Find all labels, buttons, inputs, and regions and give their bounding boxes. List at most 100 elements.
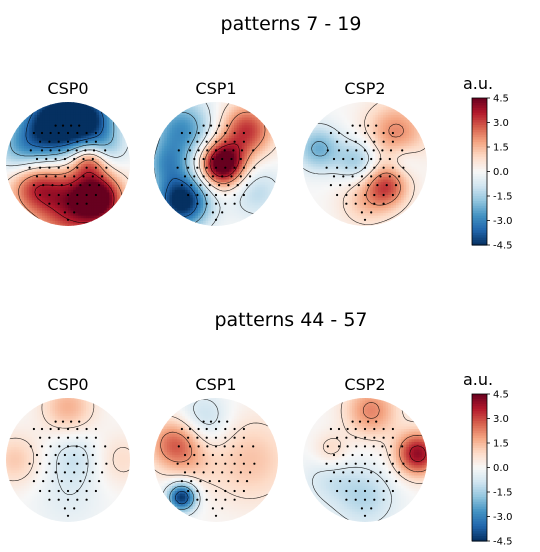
electrode-marker (85, 462, 88, 465)
colorbar-segment (472, 413, 487, 417)
electrode-marker (224, 202, 227, 205)
electrode-marker (211, 471, 214, 474)
electrode-marker (94, 193, 97, 197)
electrode-marker (214, 140, 218, 143)
topomap-2-csp1: CSP1 (154, 375, 278, 522)
colorbar-segment (472, 200, 487, 204)
electrode-marker (385, 184, 388, 187)
electrode-marker (42, 184, 45, 187)
electrode-marker (252, 149, 255, 152)
electrode-marker (205, 427, 208, 431)
electrode-marker (76, 202, 79, 205)
electrode-marker (32, 427, 36, 431)
electrode-marker (82, 453, 85, 457)
electrode-marker (351, 420, 354, 423)
electrode-marker (39, 462, 42, 465)
electrode-marker (373, 436, 376, 439)
electrode-marker (242, 140, 245, 143)
electrode-marker (367, 480, 370, 483)
electrode-marker (180, 480, 183, 483)
electrode-marker (73, 175, 76, 178)
electrode-marker (214, 193, 218, 197)
colorbar-segment (472, 183, 487, 187)
electrode-marker (376, 184, 379, 187)
electrode-marker (391, 489, 394, 493)
colorbar-segment (472, 137, 487, 141)
electrode-marker (224, 489, 227, 493)
electrode-marker (97, 184, 101, 187)
electrode-marker (66, 166, 70, 169)
electrode-marker (57, 427, 60, 431)
colorbar-segment (472, 528, 487, 532)
electrode-marker (32, 480, 36, 483)
electrode-marker (239, 175, 242, 178)
electrode-marker (355, 149, 358, 152)
colorbar-segment (472, 115, 487, 119)
electrode-marker (66, 218, 70, 221)
electrode-marker (49, 427, 52, 431)
electrode-marker (363, 193, 367, 197)
electrode-marker (373, 498, 376, 501)
electrode-marker (382, 436, 385, 439)
electrode-marker (224, 498, 227, 501)
electrode-marker (242, 462, 245, 465)
colorbar-segment (472, 149, 487, 153)
colorbar-segment (472, 105, 487, 109)
electrode-marker (214, 202, 218, 205)
electrode-marker (190, 184, 193, 187)
colorbar-segment (472, 445, 487, 449)
electrode-marker (214, 131, 218, 135)
colorbar-segment (472, 428, 487, 432)
electrode-marker (66, 436, 70, 439)
electrode-marker (401, 149, 404, 152)
electrode-marker (48, 462, 51, 465)
electrode-marker (193, 471, 196, 474)
electrode-marker (363, 140, 367, 143)
electrode-marker (339, 480, 342, 483)
colorbar-segment (472, 147, 487, 151)
electrode-marker (232, 445, 235, 448)
electrode-marker (242, 427, 245, 431)
electrode-marker (92, 149, 96, 152)
electrode-marker (345, 140, 348, 143)
electrode-marker (40, 149, 44, 152)
electrode-marker (73, 507, 76, 510)
electrode-marker (363, 149, 367, 152)
colorbar-segment (472, 193, 487, 197)
electrode-marker (35, 453, 39, 457)
electrode-marker (336, 140, 339, 143)
electrode-marker (402, 462, 405, 465)
colorbar-segment (472, 188, 487, 192)
topomap-1-csp2: CSP2 (303, 79, 427, 226)
electrode-marker (252, 445, 255, 448)
electrode-marker (211, 453, 214, 457)
electrode-marker (60, 480, 63, 483)
electrode-marker (360, 175, 363, 178)
colorbar-segment (472, 474, 487, 478)
colorbar-segment (472, 178, 487, 182)
electrode-marker (91, 157, 94, 161)
colorbar-segment (472, 139, 487, 143)
electrode-marker (211, 175, 214, 178)
electrode-marker (398, 175, 401, 178)
electrode-marker (346, 149, 349, 152)
colorbar-segment (472, 159, 487, 163)
electrode-marker (379, 471, 382, 474)
electrode-marker (214, 462, 218, 465)
electrode-marker (379, 175, 382, 178)
electrode-marker (187, 193, 190, 197)
electrode-marker (187, 462, 190, 465)
electrode-marker (388, 453, 391, 457)
electrode-marker (94, 140, 97, 143)
electrode-marker (233, 202, 236, 205)
electrode-marker (206, 149, 209, 152)
electrode-marker (28, 462, 31, 465)
electrode-marker (63, 175, 66, 178)
electrode-marker (66, 193, 70, 197)
colorbar-segment (472, 452, 487, 456)
electrode-marker (348, 184, 351, 187)
electrode-marker (354, 436, 357, 439)
electrode-marker (363, 514, 367, 517)
colorbar-segment (472, 457, 487, 461)
electrode-marker (373, 131, 376, 135)
